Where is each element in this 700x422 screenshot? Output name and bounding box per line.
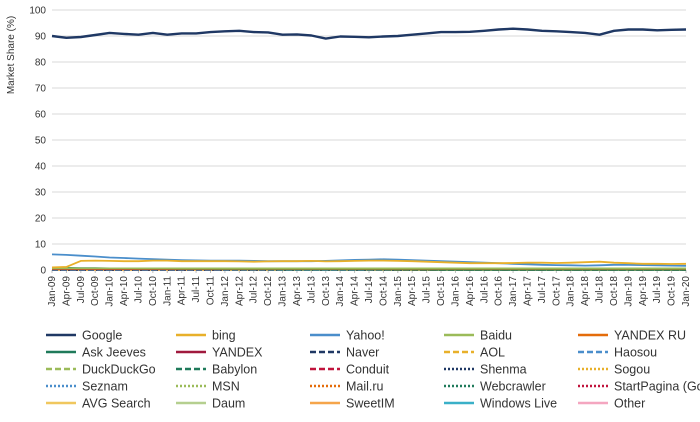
y-tick-label: 10	[35, 240, 47, 251]
x-tick-label: Jan-16	[450, 276, 461, 307]
legend: Google bing Yahoo! Baidu YANDEX RU Ask Jeeves…	[46, 329, 700, 411]
y-tick-label: 60	[35, 110, 47, 121]
x-tick-label: Jul-11	[191, 276, 202, 303]
legend-label-haosou: Haosou	[614, 346, 657, 360]
x-tick-label: Apr-10	[119, 276, 130, 306]
x-tick-label: Apr-09	[61, 276, 72, 306]
x-tick-label: Jul-17	[537, 276, 548, 304]
y-tick-label: 0	[40, 266, 46, 277]
x-tick-label: Oct-18	[609, 276, 620, 306]
series-line-bing	[52, 261, 686, 268]
y-tick-label: 30	[35, 188, 47, 199]
x-tick-label: Oct-11	[206, 276, 217, 306]
x-tick-label: Apr-17	[523, 276, 534, 306]
legend-label-sogou: Sogou	[614, 363, 650, 377]
legend-label-avg-search: AVG Search	[82, 397, 151, 411]
legend-label-webcrawler: Webcrawler	[480, 380, 546, 394]
y-tick-label: 90	[35, 32, 47, 43]
x-tick-label: Jul-19	[652, 276, 663, 304]
x-tick-label: Apr-12	[234, 276, 245, 306]
y-tick-label: 70	[35, 84, 47, 95]
x-tick-label: Jul-10	[133, 276, 144, 304]
legend-label-sweetim: SweetIM	[346, 397, 395, 411]
x-tick-label: Apr-18	[580, 276, 591, 306]
x-tick-label: Jan-20	[681, 276, 692, 307]
series-lines	[52, 29, 686, 270]
x-tick-label: Oct-12	[263, 276, 274, 306]
x-tick-label: Jan-15	[393, 276, 404, 307]
legend-label-yahoo: Yahoo!	[346, 329, 385, 343]
x-tick-label: Jan-17	[508, 276, 519, 307]
y-tick-label: 80	[35, 58, 47, 69]
x-tick-label: Jan-12	[220, 276, 231, 307]
legend-label-conduit: Conduit	[346, 363, 390, 377]
x-tick-label: Oct-14	[378, 276, 389, 306]
legend-label-other: Other	[614, 397, 645, 411]
x-tick-label: Apr-16	[465, 276, 476, 306]
x-tick-label: Apr-14	[350, 276, 361, 306]
legend-label-windows-live: Windows Live	[480, 397, 557, 411]
x-tick-label: Jan-18	[566, 276, 577, 307]
x-tick-label: Jul-09	[76, 276, 87, 304]
legend-label-google: Google	[82, 329, 122, 343]
series-line-google	[52, 29, 686, 39]
x-tick-label: Apr-13	[292, 276, 303, 306]
x-tick-label: Jan-11	[162, 276, 173, 306]
x-tick-label: Jul-13	[306, 276, 317, 304]
legend-label-daum: Daum	[212, 397, 245, 411]
legend-label-bing: bing	[212, 329, 236, 343]
x-tick-label: Jan-10	[105, 276, 116, 307]
x-tick-label: Jan-13	[278, 276, 289, 307]
x-tick-label: Oct-10	[148, 276, 159, 306]
y-tick-label: 100	[29, 6, 46, 17]
legend-label-duckduckgo: DuckDuckGo	[82, 363, 156, 377]
x-tick-label: Jul-16	[479, 276, 490, 304]
legend-label-msn: MSN	[212, 380, 240, 394]
x-tick-label: Jan-09	[47, 276, 58, 307]
x-tick-label: Jul-14	[364, 276, 375, 304]
legend-label-baidu: Baidu	[480, 329, 512, 343]
legend-label-ask-jeeves: Ask Jeeves	[82, 346, 146, 360]
x-tick-label: Oct-19	[667, 276, 678, 306]
x-tick-label: Jan-19	[623, 276, 634, 307]
x-tick-label: Apr-11	[177, 276, 188, 306]
legend-label-seznam: Seznam	[82, 380, 128, 394]
x-tick-label: Apr-19	[638, 276, 649, 306]
legend-label-yandex: YANDEX	[212, 346, 263, 360]
legend-label-aol: AOL	[480, 346, 505, 360]
legend-label-yandex-ru: YANDEX RU	[614, 329, 686, 343]
y-axis-title: Market Share (%)	[6, 16, 17, 94]
legend-label-shenma: Shenma	[480, 363, 527, 377]
x-tick-label: Oct-17	[551, 276, 562, 306]
y-tick-label: 20	[35, 214, 47, 225]
y-tick-label: 40	[35, 162, 47, 173]
legend-label-startpagina-google: StartPagina (Google)	[614, 380, 700, 394]
legend-label-babylon: Babylon	[212, 363, 257, 377]
legend-label-mail-ru: Mail.ru	[346, 380, 384, 394]
x-tick-label: Oct-13	[321, 276, 332, 306]
x-tick-label: Jan-14	[335, 276, 346, 307]
y-tick-label: 50	[35, 136, 47, 147]
x-tick-label: Oct-16	[494, 276, 505, 306]
x-tick-label: Oct-15	[436, 276, 447, 306]
legend-label-naver: Naver	[346, 346, 379, 360]
x-tick-label: Jul-15	[422, 276, 433, 304]
x-tick-label: Jul-18	[595, 276, 606, 304]
x-tick-label: Jul-12	[249, 276, 260, 304]
x-tick-label: Oct-09	[90, 276, 101, 306]
gridlines	[52, 10, 686, 270]
x-tick-label: Apr-15	[407, 276, 418, 306]
